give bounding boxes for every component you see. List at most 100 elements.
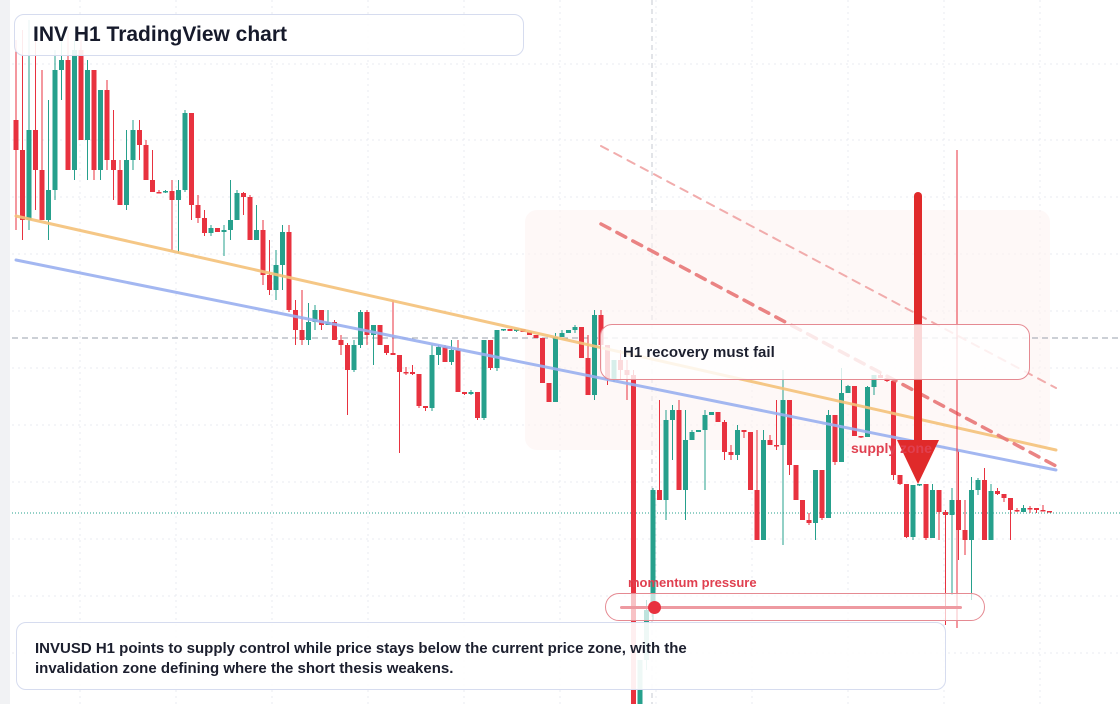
candle-body — [787, 400, 792, 465]
candle — [930, 484, 935, 538]
candle-body — [156, 192, 162, 194]
candle — [657, 400, 662, 500]
candle — [767, 435, 773, 445]
candle-body — [280, 232, 285, 265]
candle-body — [130, 130, 136, 160]
candle — [403, 367, 409, 375]
candle — [143, 140, 149, 180]
candle — [761, 430, 766, 540]
candle — [130, 120, 136, 170]
candle — [423, 406, 428, 411]
candle-body — [397, 355, 402, 372]
candle — [533, 335, 539, 338]
candle-body — [468, 392, 474, 394]
candle-body — [338, 340, 344, 345]
candle-body — [429, 355, 435, 408]
candle — [104, 80, 110, 170]
candle — [390, 300, 396, 355]
candle-body — [988, 491, 994, 540]
candle-body — [254, 230, 259, 240]
candle — [754, 430, 760, 540]
candle-body — [657, 490, 662, 500]
candle — [865, 386, 870, 437]
candle — [748, 432, 753, 490]
momentum-knob[interactable] — [648, 601, 662, 614]
candle — [364, 310, 370, 345]
candle — [793, 465, 799, 500]
candle — [995, 488, 1000, 495]
candle-body — [462, 392, 467, 394]
candle-body — [182, 113, 188, 190]
candle-body — [741, 430, 747, 432]
candle — [722, 420, 727, 460]
candle-body — [20, 150, 25, 220]
candle — [702, 410, 708, 490]
candle-body — [709, 412, 714, 415]
candle-body — [189, 113, 194, 205]
candle — [293, 300, 298, 345]
candle — [715, 412, 721, 422]
candle — [124, 130, 129, 210]
candle-body — [410, 372, 415, 374]
candle — [572, 325, 578, 333]
candle — [787, 400, 792, 475]
candle — [969, 477, 974, 600]
candle — [46, 100, 51, 240]
candle-body — [845, 386, 851, 393]
candle-body — [72, 50, 77, 170]
candle-body — [215, 228, 220, 232]
candle — [20, 30, 25, 240]
candle-body — [494, 330, 500, 368]
candle-body — [475, 392, 480, 418]
candle — [351, 340, 357, 372]
momentum-gauge[interactable] — [605, 593, 985, 621]
candle-body — [813, 470, 818, 523]
candle-body — [319, 310, 324, 325]
candle-body — [364, 312, 370, 335]
candle-body — [195, 205, 201, 218]
candle-body — [1021, 508, 1026, 512]
candle-body — [1034, 508, 1039, 510]
candle — [208, 225, 214, 236]
candle-body — [858, 436, 864, 438]
candle — [117, 160, 123, 205]
candle-body — [1047, 511, 1052, 513]
candle — [670, 405, 675, 460]
candle-body — [995, 491, 1000, 494]
candle-body — [442, 347, 448, 362]
recovery-callout: H1 recovery must fail — [600, 324, 1030, 380]
candle — [897, 475, 903, 485]
candle — [345, 343, 350, 415]
trend-line — [14, 258, 1058, 472]
candle-body — [481, 340, 487, 418]
candle-body — [299, 330, 305, 340]
candle — [234, 190, 240, 220]
candle — [72, 40, 77, 180]
candle-body — [897, 475, 903, 484]
candle-body — [936, 490, 942, 512]
candle-body — [910, 485, 916, 537]
candle-body — [403, 372, 409, 374]
candle-body — [293, 310, 298, 330]
candle — [410, 365, 415, 375]
candle-body — [917, 484, 922, 486]
candle-body — [780, 400, 786, 445]
candle — [176, 180, 181, 253]
candle — [689, 430, 695, 440]
candle-body — [137, 130, 142, 145]
candle-body — [260, 230, 266, 275]
candle — [13, 40, 19, 230]
momentum-track — [620, 606, 962, 609]
candle-body — [59, 60, 64, 70]
candle — [832, 415, 838, 465]
candle — [566, 330, 571, 333]
candle — [319, 310, 324, 330]
candle-body — [826, 415, 831, 518]
candle — [982, 468, 987, 540]
candle-body — [306, 322, 311, 340]
candle — [559, 330, 565, 337]
candle-body — [98, 90, 103, 170]
candle — [397, 355, 402, 453]
candle — [286, 225, 292, 312]
candle — [384, 345, 389, 355]
